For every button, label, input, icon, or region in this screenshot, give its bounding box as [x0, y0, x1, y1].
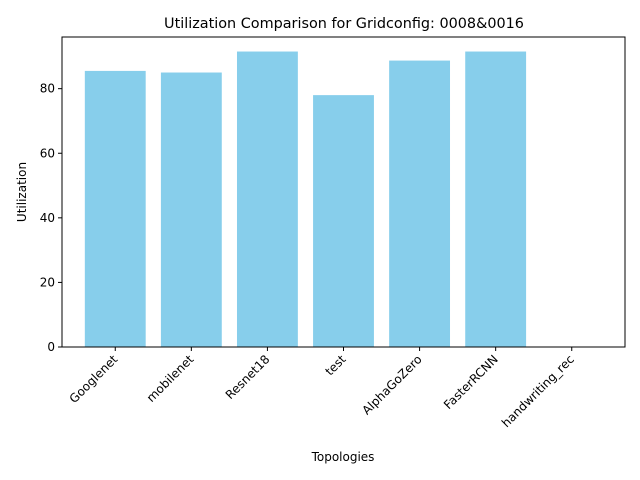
bar-resnet18 [236, 51, 298, 347]
y-axis-label: Utilization [15, 162, 29, 222]
y-tick-label: 20 [40, 275, 55, 289]
bar-fasterrcnn [465, 51, 527, 347]
y-tick-label: 80 [40, 82, 55, 96]
bars-group [84, 51, 527, 348]
bar-mobilenet [160, 72, 222, 347]
x-tick-label: FasterRCNN [441, 352, 501, 412]
x-tick-label: Resnet18 [223, 352, 273, 402]
x-tick-label: mobilenet [144, 352, 197, 405]
x-tick-label: handwriting_rec [499, 352, 577, 430]
y-tick-label: 60 [40, 146, 55, 160]
y-tick-label: 40 [40, 211, 55, 225]
x-tick-label: AlphaGoZero [359, 352, 424, 417]
bar-test [313, 95, 374, 347]
bar-alphagozero [389, 60, 451, 348]
x-tick-label: test [322, 352, 348, 378]
bar-googlenet [84, 70, 146, 347]
chart-title: Utilization Comparison for Gridconfig: 0… [164, 16, 524, 32]
y-tick-label: 0 [47, 340, 55, 354]
x-axis: Googlenet mobilenet Resnet18 test AlphaGoZer… [67, 347, 577, 430]
x-axis-label: Topologies [311, 450, 375, 464]
y-axis: 0 20 40 60 80 [40, 82, 62, 354]
x-tick-label: Googlenet [67, 352, 121, 406]
